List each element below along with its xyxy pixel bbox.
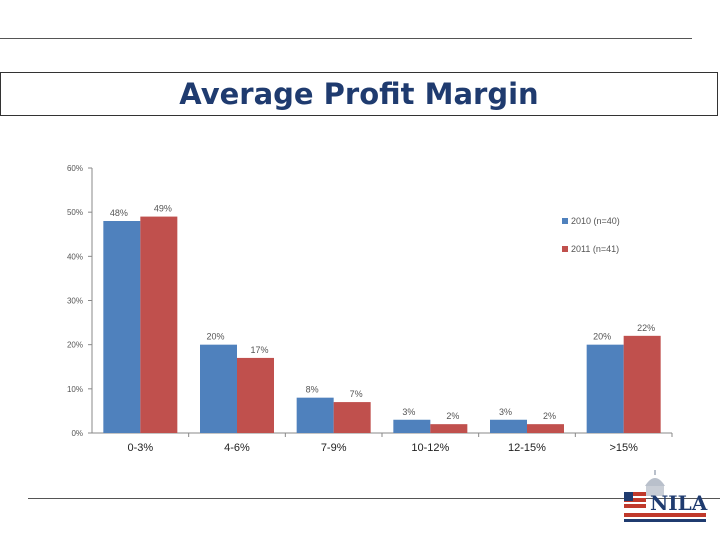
bar-1-5 (490, 419, 527, 433)
data-label: 2% (446, 411, 459, 421)
bar-2-5 (527, 424, 564, 433)
y-tick-label: 20% (67, 341, 83, 350)
bar-2-6 (623, 335, 661, 433)
bar-2-3 (333, 402, 371, 433)
flag-stripes-icon (624, 492, 646, 508)
bar-1-3 (296, 397, 334, 433)
x-tick-label: 12-15% (508, 442, 546, 454)
bar-1-6 (586, 344, 624, 433)
y-tick-label: 0% (71, 429, 83, 438)
top-rule (0, 38, 692, 39)
bottom-rule (28, 498, 720, 499)
data-label: 8% (306, 385, 319, 395)
capitol-dome-icon (645, 470, 665, 496)
data-label: 3% (499, 407, 512, 417)
nila-logo: NILA (624, 470, 708, 522)
y-tick-label: 50% (67, 208, 83, 217)
data-label: 17% (250, 345, 268, 355)
data-label: 22% (637, 323, 655, 333)
legend-label-2: 2011 (n=41) (571, 244, 619, 254)
data-label: 3% (402, 407, 415, 417)
bar-2-2 (237, 357, 274, 433)
data-label: 20% (593, 332, 611, 342)
data-label: 2% (543, 411, 556, 421)
y-tick-label: 40% (67, 252, 83, 261)
data-label: 20% (206, 332, 224, 342)
legend-swatch-1 (562, 218, 568, 224)
legend-swatch-2 (562, 246, 568, 252)
bar-1-1 (103, 221, 141, 433)
y-tick-label: 30% (67, 297, 83, 306)
page-title: Average Profit Margin (179, 77, 539, 111)
y-tick-label: 10% (67, 385, 83, 394)
bar-1-4 (393, 419, 431, 433)
x-tick-label: 0-3% (127, 442, 153, 454)
data-label: 7% (350, 389, 363, 399)
y-tick-label: 60% (67, 164, 83, 173)
data-label: 49% (154, 204, 172, 214)
bar-2-4 (430, 424, 468, 433)
bar-2-1 (140, 216, 178, 433)
bar-1-2 (200, 344, 237, 433)
x-tick-label: 10-12% (411, 442, 449, 454)
logo-word: NILA (650, 491, 708, 515)
title-box: Average Profit Margin (0, 72, 718, 116)
legend-label-1: 2010 (n=40) (571, 216, 620, 226)
x-tick-label: 7-9% (321, 442, 347, 454)
x-tick-label: >15% (609, 442, 638, 454)
data-label: 48% (110, 208, 128, 218)
x-tick-label: 4-6% (224, 442, 250, 454)
